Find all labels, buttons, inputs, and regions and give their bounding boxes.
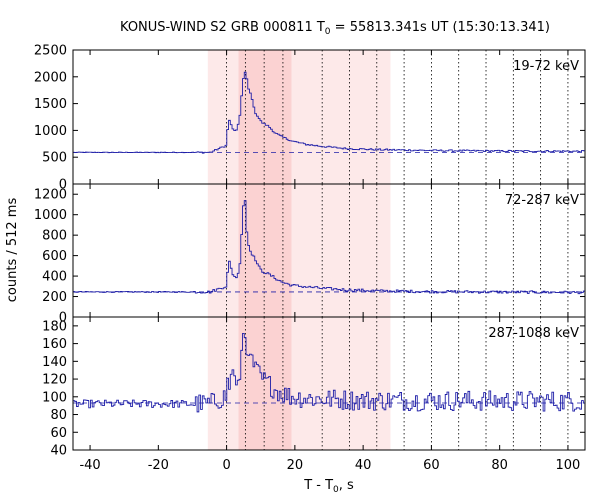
y-tick-label-0-5: 2500 [34, 44, 67, 59]
shaded-region-0-1 [238, 50, 292, 184]
y-tick-label-1-4: 800 [42, 229, 67, 244]
x-axis-label-suffix: , s [339, 478, 354, 493]
x-tick-label-3: 20 [287, 458, 304, 473]
y-tick-label-2-4: 120 [42, 373, 67, 388]
band-label-1: 72-287 keV [505, 193, 579, 208]
x-tick-label-4: 40 [355, 458, 372, 473]
x-axis-label-prefix: T - T [303, 478, 333, 493]
x-axis-label: T - T0, s [303, 478, 354, 495]
x-axis-label-sub: 0 [333, 485, 339, 495]
band-label-2: 287-1088 keV [488, 326, 579, 341]
light-curve-series-2 [73, 333, 585, 413]
shaded-region-1-0 [207, 184, 391, 317]
x-tick-label-6: 80 [491, 458, 508, 473]
x-tick-label-7: 100 [556, 458, 581, 473]
y-tick-label-1-6: 1200 [34, 188, 67, 203]
panel-frame-2 [72, 316, 586, 451]
y-tick-label-0-3: 1500 [34, 97, 67, 112]
x-tick-label-5: 60 [423, 458, 440, 473]
y-tick-label-0-2: 1000 [34, 124, 67, 139]
shaded-region-2-0 [207, 317, 391, 450]
y-tick-label-1-3: 600 [42, 249, 67, 264]
y-tick-label-0-4: 2000 [34, 70, 67, 85]
y-tick-label-1-2: 400 [42, 270, 67, 285]
y-tick-label-2-3: 100 [42, 390, 67, 405]
light-curve-series-0 [73, 71, 585, 154]
band-label-0: 19-72 keV [513, 59, 579, 74]
shaded-region-0-0 [207, 50, 391, 184]
shaded-region-2-1 [238, 317, 292, 450]
chart-title-prefix: KONUS-WIND S2 GRB 000811 T [120, 20, 325, 35]
y-tick-label-2-5: 140 [42, 355, 67, 370]
y-tick-label-1-1: 200 [42, 290, 67, 305]
x-tick-label-2: 0 [222, 458, 230, 473]
y-tick-label-1-5: 1000 [34, 208, 67, 223]
y-tick-label-2-7: 180 [42, 319, 67, 334]
y-tick-label-2-1: 60 [50, 426, 67, 441]
y-tick-label-2-2: 80 [50, 408, 67, 423]
shaded-region-1-1 [238, 184, 292, 317]
y-tick-label-0-1: 500 [42, 151, 67, 166]
chart-title-suffix: = 55813.341s UT (15:30:13.341) [331, 20, 550, 35]
x-tick-label-0: -40 [79, 458, 100, 473]
y-tick-label-2-6: 160 [42, 337, 67, 352]
chart-title-sub: 0 [325, 27, 331, 37]
y-tick-label-0-0: 0 [59, 178, 67, 193]
light-curve-series-1 [73, 200, 585, 295]
y-tick-label-1-0: 0 [59, 311, 67, 326]
y-tick-label-2-0: 40 [50, 444, 67, 459]
y-axis-label: counts / 512 ms [5, 198, 20, 303]
x-tick-label-1: -20 [148, 458, 169, 473]
chart-title: KONUS-WIND S2 GRB 000811 T0 = 55813.341s… [120, 20, 550, 37]
